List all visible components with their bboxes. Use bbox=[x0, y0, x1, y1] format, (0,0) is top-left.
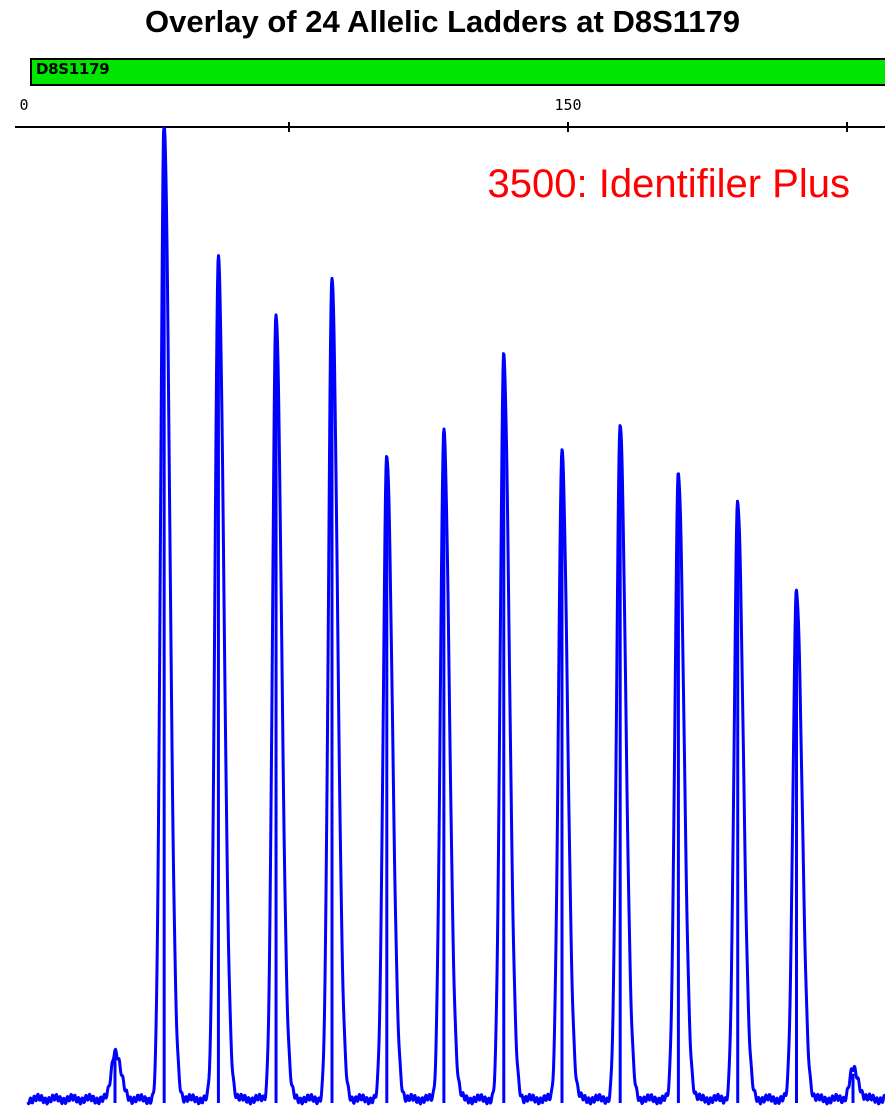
instrument-annotation: 3500: Identifiler Plus bbox=[487, 162, 850, 206]
marker-bin-bar[interactable]: D8S1179 bbox=[30, 58, 885, 86]
x-tick-label: 150 bbox=[554, 96, 581, 114]
ladder-trace-line bbox=[26, 126, 885, 1106]
x-tick-label: 0 bbox=[19, 96, 28, 114]
chart-title: Overlay of 24 Allelic Ladders at D8S1179 bbox=[144, 4, 741, 39]
marker-label: D8S1179 bbox=[36, 60, 110, 78]
